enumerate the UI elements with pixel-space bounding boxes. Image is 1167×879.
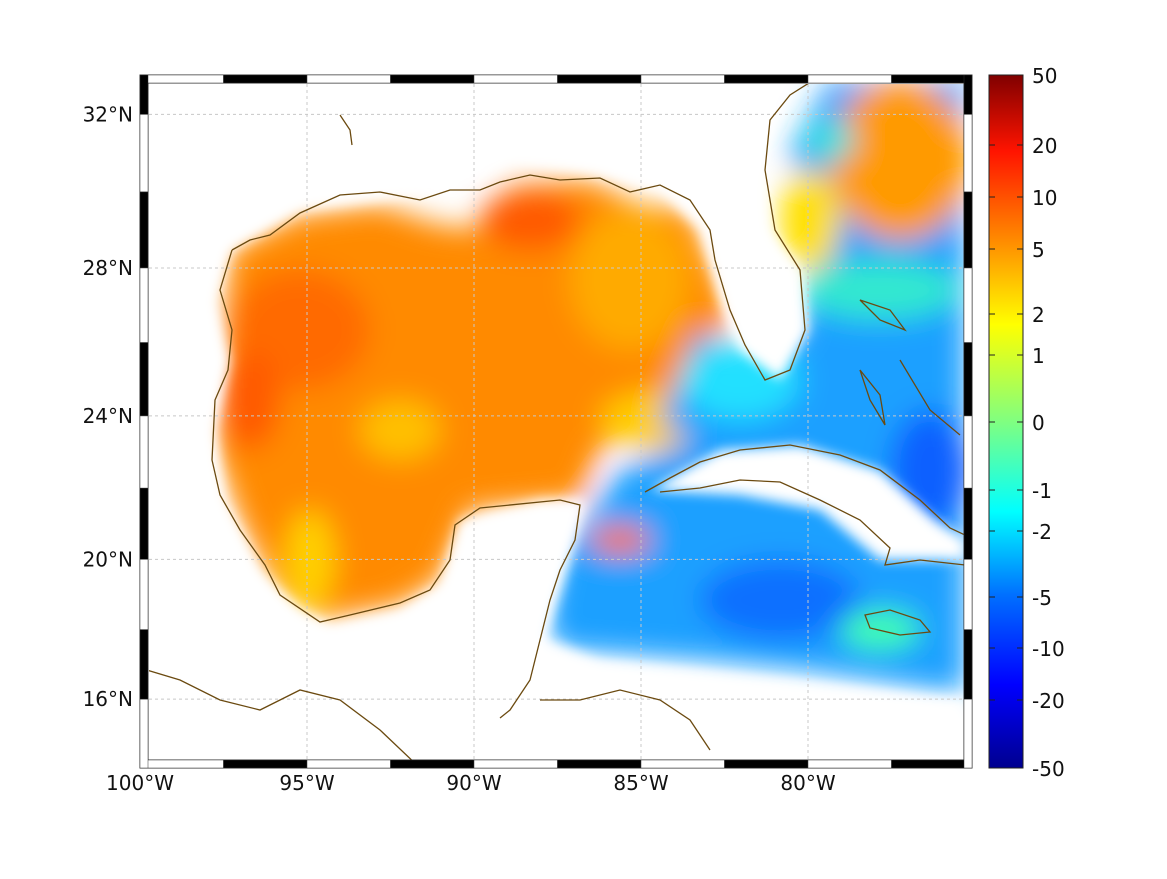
frame-segment [390,74,475,84]
frame-segment [640,759,725,769]
colorbar-tick-label: -50 [1032,757,1065,781]
lat-tick-label: 24°N [83,404,133,428]
frame-segment [139,559,149,630]
frame-segment [724,759,809,769]
lat-tick-label: 32°N [83,102,133,126]
lon-tick-label: 100°W [106,771,174,795]
lon-tick-label: 90°W [446,771,501,795]
frame-segment [139,342,149,417]
lon-tick-label: 95°W [279,771,334,795]
frame-segment [963,74,973,115]
colorbar-tick-label: 0 [1032,411,1045,435]
colorbar-tick-label: 10 [1032,186,1057,210]
frame-segment [306,74,391,84]
frame-segment [139,698,149,769]
frame-segment [963,487,973,560]
frame-segment [557,759,642,769]
frame-segment [223,74,308,84]
frame-segment [963,267,973,343]
frame-segment [891,74,973,84]
frame-segment [963,415,973,489]
colorbar-tick-label: -10 [1032,637,1065,661]
data-field [149,84,964,760]
frame-segment [139,191,149,269]
colorbar-tick-label: -2 [1032,520,1052,544]
lon-tick-label: 80°W [780,771,835,795]
lat-tick-label: 16°N [83,687,133,711]
lat-tick-label: 28°N [83,256,133,280]
frame-segment [139,114,149,193]
frame-segment [963,629,973,700]
colorbar-tick-label: -1 [1032,479,1052,503]
frame-segment [891,759,973,769]
frame-segment [390,759,475,769]
frame-segment [473,74,558,84]
frame-segment [139,267,149,343]
colorbar-tick-label: -20 [1032,689,1065,713]
frame-segment [139,487,149,560]
colorbar-tick-label: 50 [1032,64,1057,88]
frame-segment [139,74,224,84]
frame-segment [963,342,973,417]
frame-segment [139,629,149,700]
coastlines [149,84,964,760]
lon-tick-label: 85°W [613,771,668,795]
frame-segment [306,759,391,769]
colorbar-tick-label: 20 [1032,134,1057,158]
frame-segment [473,759,558,769]
frame-segment [139,74,149,115]
frame-segment [223,759,308,769]
map-frame [139,74,973,769]
graticule [149,84,964,760]
frame-segment [963,559,973,630]
frame-segment [724,74,809,84]
colorbar-tick-label: 1 [1032,344,1045,368]
frame-segment [807,759,892,769]
frame-segment [807,74,892,84]
frame-segment [640,74,725,84]
frame-segment [963,114,973,193]
colorbar-tick-label: -5 [1032,586,1052,610]
frame-segment [963,698,973,769]
frame-segment [139,415,149,489]
colorbar-tick-label: 2 [1032,303,1045,327]
frame-segment [139,759,224,769]
lat-tick-label: 20°N [83,547,133,571]
frame-segment [963,191,973,269]
colorbar-tick-label: 5 [1032,238,1045,262]
frame-segment [557,74,642,84]
